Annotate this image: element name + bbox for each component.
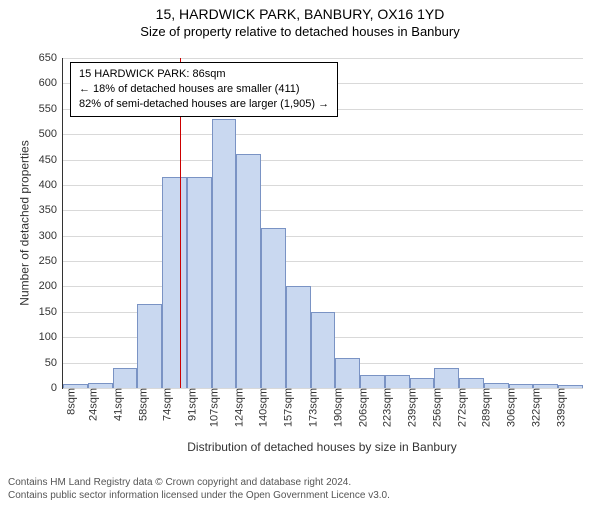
footer-line: Contains HM Land Registry data © Crown c…: [8, 477, 592, 490]
grid-line: [63, 210, 583, 211]
x-tick-label: 173sqm: [303, 388, 319, 427]
histogram-bar: [335, 358, 360, 388]
histogram-bar: [261, 228, 286, 388]
grid-line: [63, 261, 583, 262]
histogram-bar: [385, 375, 410, 388]
info-box-line: 15 HARDWICK PARK: 86sqm: [79, 67, 329, 82]
grid-line: [63, 236, 583, 237]
histogram-bar: [113, 368, 138, 388]
y-tick-label: 600: [39, 77, 63, 89]
y-tick-label: 150: [39, 306, 63, 318]
histogram-bar: [434, 368, 459, 388]
histogram-bar: [162, 177, 187, 388]
y-tick-label: 250: [39, 255, 63, 267]
histogram-bar: [187, 177, 212, 388]
y-tick-label: 50: [45, 357, 63, 369]
y-tick-label: 450: [39, 154, 63, 166]
y-axis-label: Number of detached properties: [18, 140, 32, 305]
histogram-bar: [286, 286, 311, 388]
page-title: 15, HARDWICK PARK, BANBURY, OX16 1YD: [0, 6, 600, 22]
x-tick-label: 58sqm: [133, 388, 149, 421]
x-tick-label: 306sqm: [502, 388, 518, 427]
y-tick-label: 350: [39, 204, 63, 216]
histogram-bar: [459, 378, 484, 388]
x-tick-label: 339sqm: [551, 388, 567, 427]
grid-line: [63, 286, 583, 287]
x-tick-label: 91sqm: [183, 388, 199, 421]
x-tick-label: 289sqm: [477, 388, 493, 427]
x-tick-label: 206sqm: [353, 388, 369, 427]
x-tick-label: 124sqm: [229, 388, 245, 427]
x-tick-label: 107sqm: [204, 388, 220, 427]
histogram-bar: [212, 119, 237, 388]
x-tick-label: 8sqm: [62, 388, 78, 415]
y-tick-label: 650: [39, 52, 63, 64]
y-tick-label: 500: [39, 128, 63, 140]
grid-line: [63, 134, 583, 135]
x-tick-label: 74sqm: [158, 388, 174, 421]
x-tick-label: 272sqm: [452, 388, 468, 427]
histogram-bar: [236, 154, 261, 388]
histogram-bar: [360, 375, 385, 388]
x-axis-label: Distribution of detached houses by size …: [62, 440, 582, 454]
y-tick-label: 100: [39, 331, 63, 343]
x-tick-label: 24sqm: [84, 388, 100, 421]
histogram-bar: [410, 378, 435, 388]
info-box-line: 82% of semi-detached houses are larger (…: [79, 97, 329, 112]
histogram-bar: [311, 312, 336, 388]
y-tick-label: 300: [39, 230, 63, 242]
x-tick-label: 41sqm: [108, 388, 124, 421]
x-tick-label: 157sqm: [279, 388, 295, 427]
histogram-bar: [137, 304, 162, 388]
info-box-line: ← 18% of detached houses are smaller (41…: [79, 82, 329, 97]
y-tick-label: 550: [39, 103, 63, 115]
y-tick-label: 200: [39, 280, 63, 292]
grid-line: [63, 185, 583, 186]
info-box: 15 HARDWICK PARK: 86sqm← 18% of detached…: [70, 62, 338, 117]
grid-line: [63, 160, 583, 161]
page-subtitle: Size of property relative to detached ho…: [0, 24, 600, 39]
x-tick-label: 256sqm: [427, 388, 443, 427]
x-tick-label: 223sqm: [378, 388, 394, 427]
x-tick-label: 190sqm: [328, 388, 344, 427]
x-tick-label: 140sqm: [254, 388, 270, 427]
grid-line: [63, 58, 583, 59]
footer-attribution: Contains HM Land Registry data © Crown c…: [8, 477, 592, 502]
footer-line: Contains public sector information licen…: [8, 490, 592, 503]
y-tick-label: 400: [39, 179, 63, 191]
x-tick-label: 239sqm: [402, 388, 418, 427]
x-tick-label: 322sqm: [526, 388, 542, 427]
